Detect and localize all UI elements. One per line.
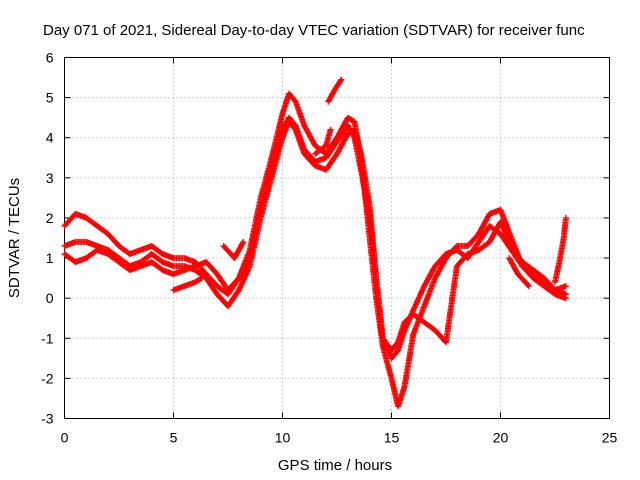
series-segment-f (312, 126, 334, 157)
series-markers-segment-f (312, 126, 334, 157)
x-tick-label-5: 25 (602, 430, 618, 446)
series-segment-e (220, 239, 247, 262)
series-segment-h (506, 255, 532, 290)
y-tick-label-5: 2 (46, 210, 54, 226)
x-tick-label-1: 5 (170, 430, 178, 446)
x-tick-label-3: 15 (384, 430, 400, 446)
series-segment-d (170, 275, 205, 294)
x-axis-label: GPS time / hours (278, 457, 392, 474)
x-tick-label-4: 20 (493, 430, 509, 446)
y-tick-label-2: -1 (41, 330, 54, 346)
data-points (61, 76, 569, 410)
series-track-a (61, 90, 569, 410)
y-tick-label-3: 0 (46, 290, 54, 306)
y-tick-label-0: -3 (41, 411, 54, 427)
series-markers-track-c (61, 114, 569, 354)
series-segment-i (552, 214, 569, 286)
axis-ticks: 0 5 10 15 20 25 -3 -2 -1 0 1 2 3 4 5 6 (41, 50, 617, 446)
y-tick-label-9: 6 (46, 50, 54, 66)
x-tick-label-2: 10 (275, 430, 291, 446)
y-axis-label: SDTVAR / TECUs (6, 178, 23, 298)
y-tick-label-7: 4 (46, 130, 54, 146)
series-markers-segment-g (325, 76, 345, 105)
series-markers-track-a (61, 90, 569, 410)
y-tick-label-6: 3 (46, 170, 54, 186)
series-markers-segment-i (552, 214, 569, 286)
plot-area-border (64, 57, 610, 419)
series-markers-segment-d (170, 275, 205, 294)
series-markers-segment-h (506, 255, 532, 290)
grid-lines (64, 57, 610, 419)
y-tick-label-1: -2 (41, 370, 54, 386)
y-tick-label-8: 5 (46, 90, 54, 106)
x-tick-label-0: 0 (61, 430, 69, 446)
y-tick-label-4: 1 (46, 250, 54, 266)
series-markers-segment-e (220, 239, 247, 262)
series-track-c (61, 114, 569, 354)
series-segment-g (325, 76, 345, 105)
chart-title: Day 071 of 2021, Sidereal Day-to-day VTE… (43, 22, 585, 39)
